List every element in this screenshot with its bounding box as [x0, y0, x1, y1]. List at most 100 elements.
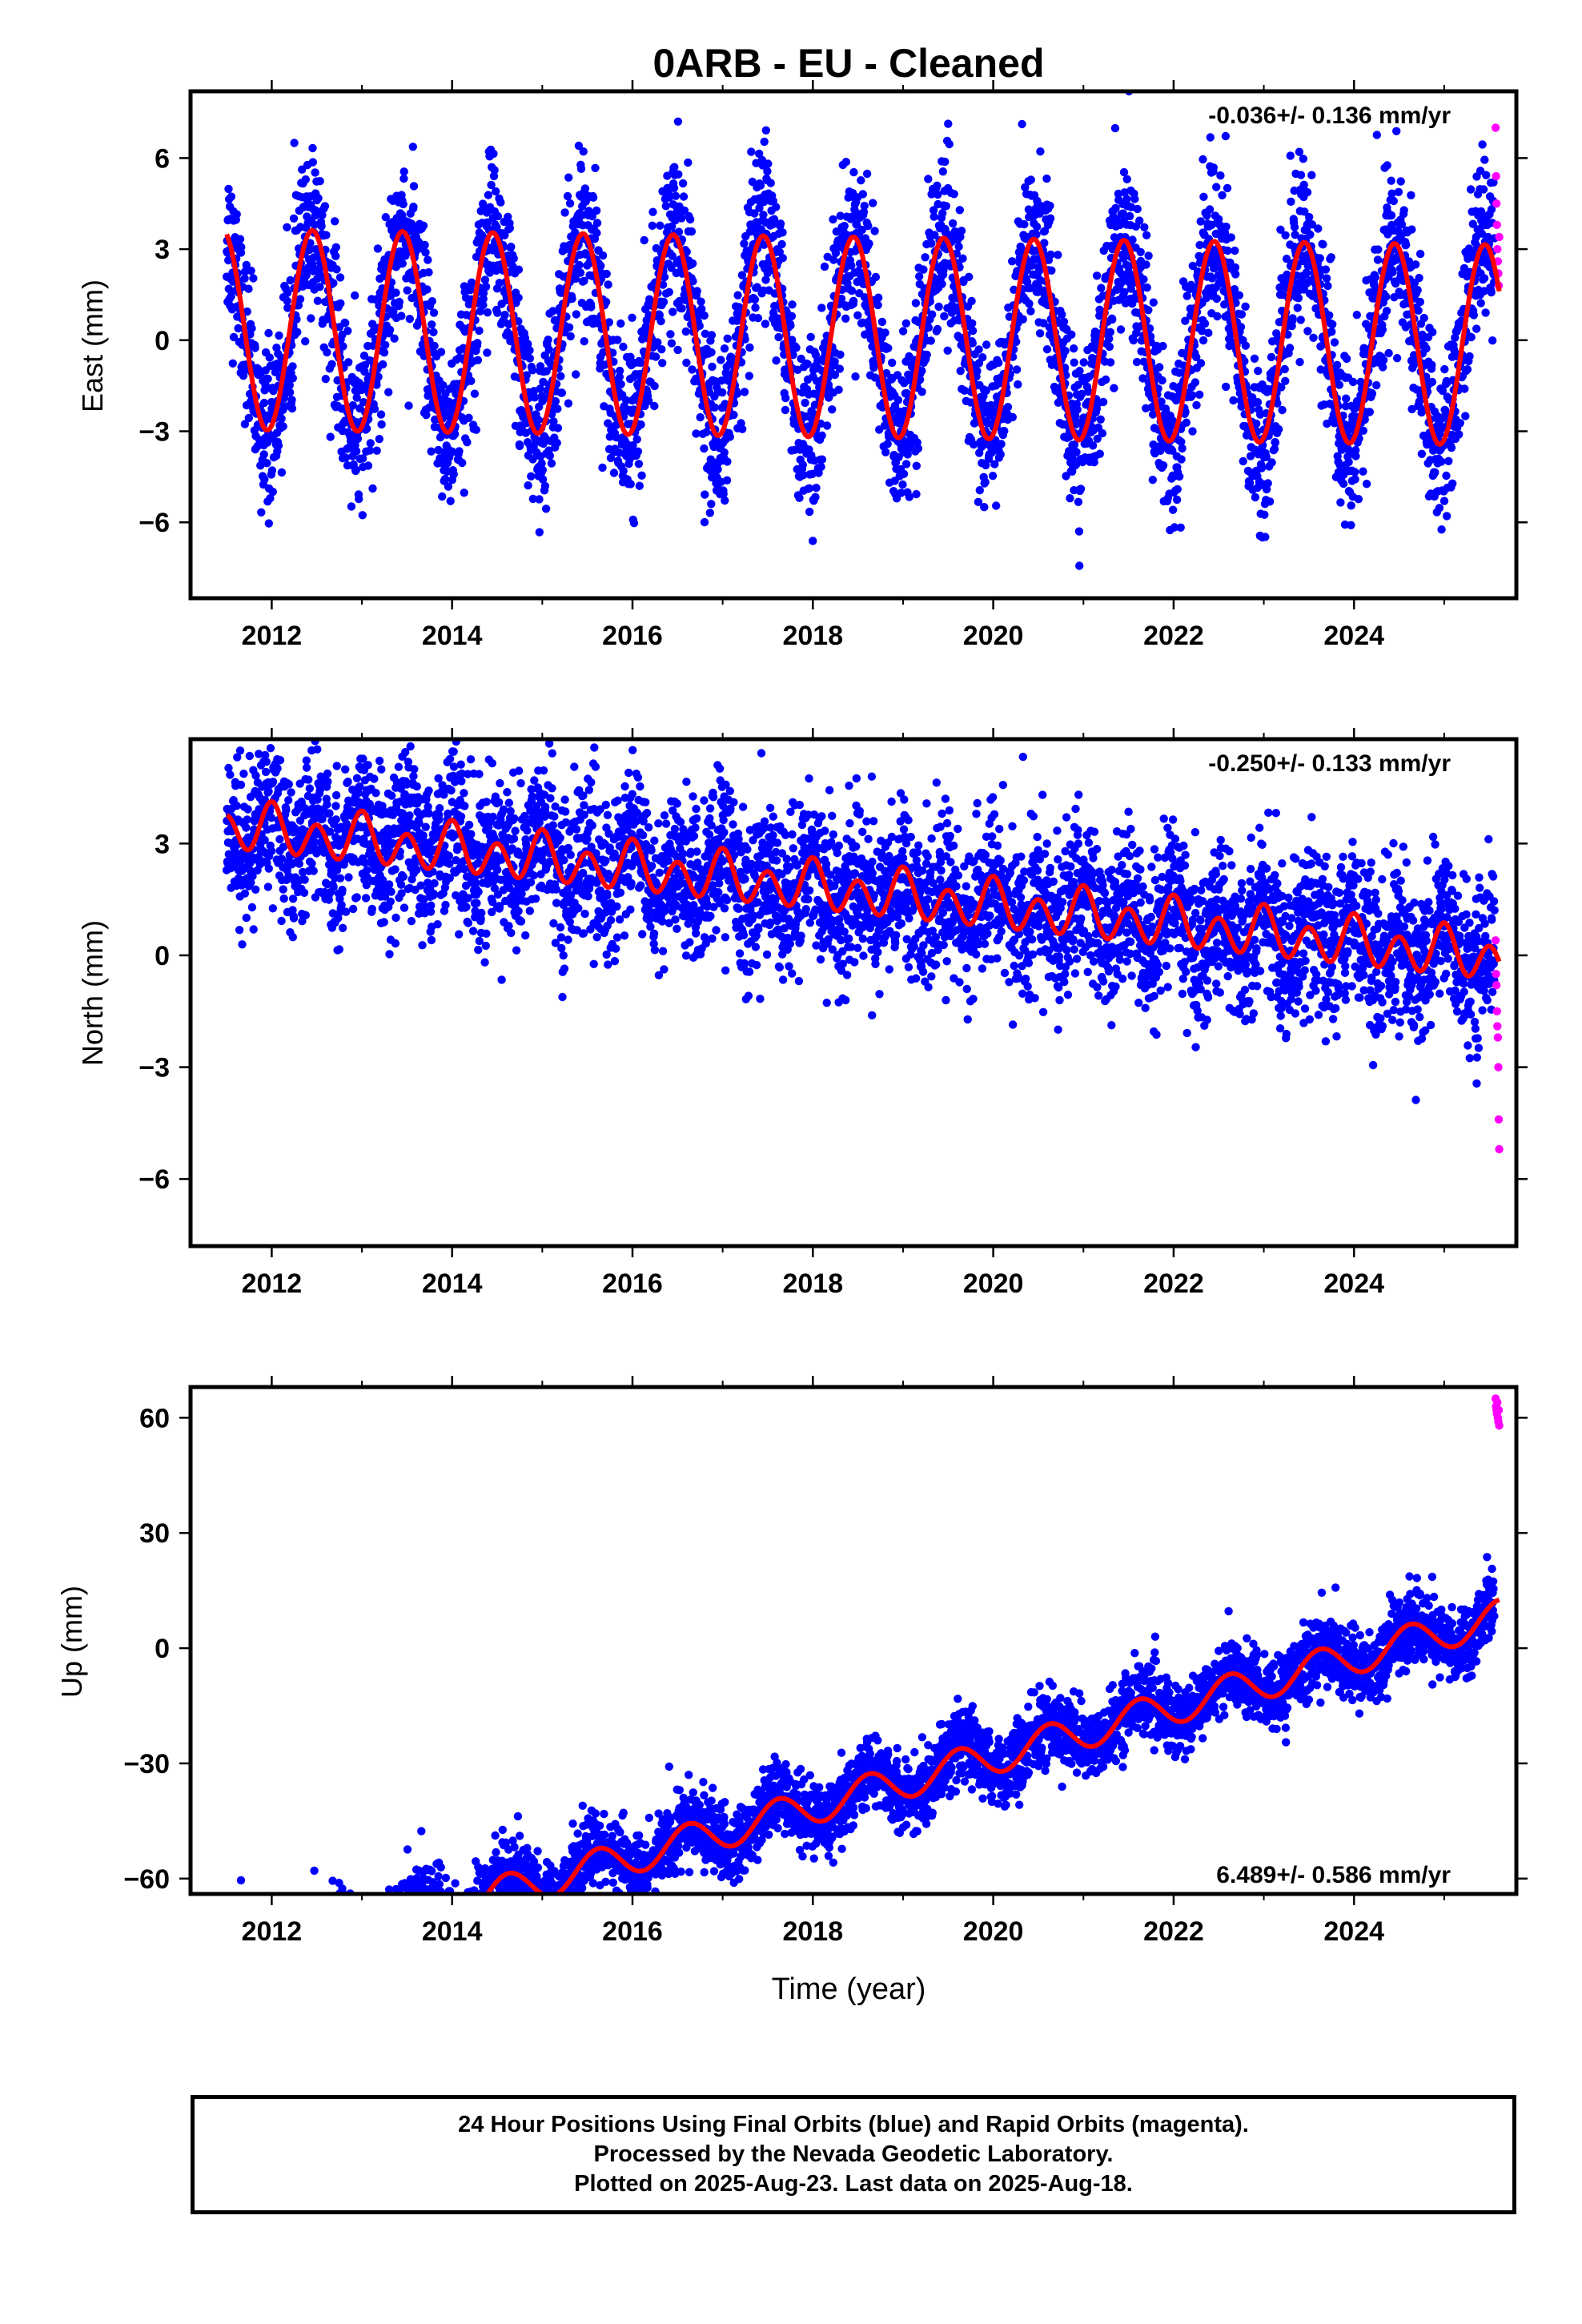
east-final-point	[1018, 315, 1028, 324]
east-final-point	[1463, 365, 1472, 374]
east-final-point	[656, 316, 665, 326]
east-final-point	[1379, 356, 1388, 364]
east-final-point	[750, 295, 760, 304]
east-final-point	[318, 211, 327, 219]
east-final-point	[955, 206, 965, 215]
east-final-point	[424, 267, 433, 277]
east-final-point	[772, 203, 781, 211]
east-final-point	[535, 528, 544, 537]
east-final-point	[741, 335, 749, 344]
east-final-point	[700, 311, 709, 320]
east-final-point	[707, 500, 716, 509]
east-final-point	[860, 201, 869, 211]
east-final-point	[719, 489, 728, 498]
east-final-point	[967, 296, 976, 306]
east-final-point	[679, 192, 689, 201]
east-final-point	[362, 424, 371, 433]
east-final-point	[260, 475, 269, 484]
east-final-point	[507, 243, 516, 251]
east-final-point	[1327, 328, 1336, 336]
east-final-point	[1296, 171, 1306, 179]
east-final-point	[700, 444, 709, 453]
east-final-point	[489, 171, 499, 181]
east-final-point	[313, 296, 323, 305]
north-final-point	[232, 802, 241, 810]
east-final-point	[1373, 255, 1383, 264]
north-final-point	[279, 885, 287, 894]
east-final-point	[763, 167, 772, 176]
east-final-point	[564, 399, 573, 408]
east-final-point	[674, 227, 684, 236]
east-final-point	[805, 507, 814, 517]
east-final-point	[764, 159, 773, 168]
east-final-point	[753, 283, 761, 292]
east-final-point	[514, 293, 523, 302]
east-final-point	[458, 458, 467, 468]
east-final-point	[370, 404, 379, 413]
east-final-point	[493, 211, 503, 221]
east-final-point	[628, 313, 636, 322]
east-final-point	[748, 177, 757, 187]
east-final-point	[968, 319, 977, 328]
east-final-point	[847, 286, 857, 296]
east-final-point	[539, 377, 548, 387]
north-final-point	[273, 764, 282, 773]
east-final-point	[753, 314, 763, 323]
east-final-point	[379, 348, 389, 357]
east-final-point	[446, 497, 455, 505]
east-final-point	[470, 389, 480, 398]
east-final-point	[613, 336, 622, 344]
east-final-point	[988, 472, 998, 480]
east-final-point	[982, 386, 991, 395]
east-final-point	[761, 320, 770, 328]
east-final-point	[1332, 360, 1342, 369]
east-final-point	[228, 359, 237, 368]
east-final-point	[1387, 176, 1395, 185]
east-final-point	[1422, 344, 1431, 353]
east-final-point	[287, 404, 297, 413]
east-final-point	[430, 341, 439, 351]
east-final-point	[648, 207, 657, 216]
east-final-point	[427, 447, 436, 456]
east-final-point	[635, 481, 644, 490]
east-final-point	[444, 482, 453, 491]
east-final-point	[830, 370, 840, 380]
east-final-point	[717, 356, 725, 364]
north-final-point	[264, 787, 273, 796]
east-final-point	[467, 376, 476, 385]
east-final-point	[1098, 428, 1107, 438]
east-final-point	[954, 242, 963, 251]
east-final-point	[777, 239, 786, 249]
east-final-point	[1191, 378, 1200, 387]
east-final-point	[553, 404, 562, 413]
east-final-point	[669, 308, 677, 316]
east-final-point	[368, 484, 377, 493]
east-final-point	[500, 231, 509, 239]
east-final-point	[455, 447, 464, 456]
east-final-point	[587, 303, 596, 312]
east-final-point	[1102, 375, 1110, 384]
east-final-point	[668, 251, 677, 260]
east-final-point	[525, 346, 534, 355]
east-final-point	[1106, 358, 1115, 367]
east-final-point	[1144, 251, 1153, 260]
north-final-point	[243, 815, 251, 824]
east-final-point	[1076, 485, 1086, 493]
east-final-point	[381, 213, 390, 222]
east-final-point	[901, 319, 911, 328]
east-final-point	[958, 254, 967, 263]
east-final-point	[870, 227, 879, 235]
east-final-point	[421, 248, 430, 257]
east-final-point	[544, 336, 552, 344]
east-final-point	[636, 358, 645, 368]
east-final-point	[862, 169, 872, 179]
east-final-point	[849, 167, 858, 177]
east-final-point	[549, 417, 558, 426]
east-final-point	[671, 191, 681, 200]
east-final-point	[351, 291, 359, 300]
east-final-point	[924, 175, 933, 183]
east-final-point	[756, 181, 765, 190]
east-final-point	[684, 158, 693, 167]
east-final-point	[1392, 354, 1402, 363]
